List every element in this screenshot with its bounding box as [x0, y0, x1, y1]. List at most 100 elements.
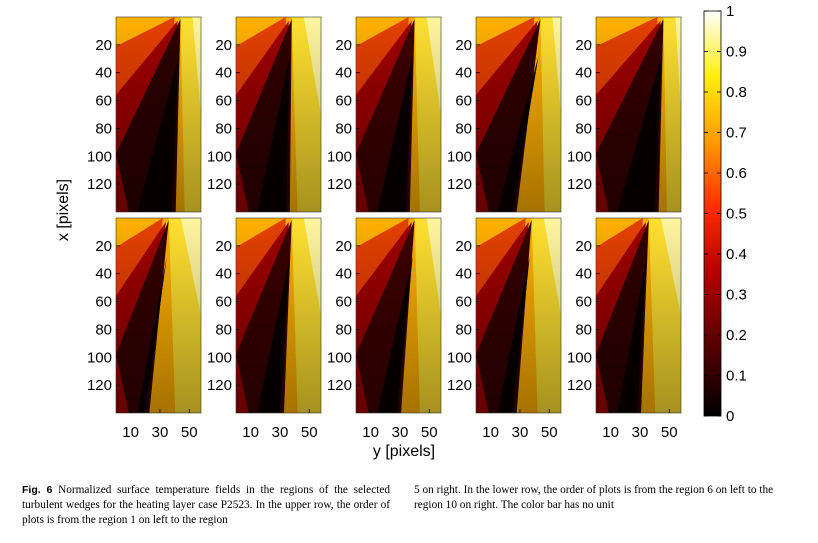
heatmap-panel-region-4: 20 40 60 80 100 120	[447, 17, 561, 212]
x-tick-label: 50	[661, 424, 678, 441]
colorbar-tick-label: 1	[726, 3, 734, 20]
y-tick-label: 80	[95, 321, 112, 338]
y-tick-label: 120	[207, 176, 232, 193]
y-tick-label: 40	[215, 65, 232, 82]
heatmap-panel-region-1: 20 40 60 80 100 120	[87, 17, 201, 212]
colorbar-tick-label: 0.1	[726, 368, 747, 385]
heatmap-panel-region-5: 20 40 60 80 100 120	[567, 17, 681, 212]
y-tick-label: 100	[567, 148, 592, 165]
figure-canvas: 2040608010012020406080100120204060801001…	[0, 0, 818, 475]
x-tick-label: 10	[122, 424, 139, 441]
x-tick-label: 30	[512, 424, 529, 441]
heatmap-panel-region-7: 20 40 60 80 100 120 10 30 50	[207, 218, 321, 441]
y-tick-label: 80	[455, 120, 472, 137]
y-tick-label: 20	[335, 238, 352, 255]
y-tick-label: 120	[447, 377, 472, 394]
caption-text-right: 5 on right. In the lower row, the order …	[414, 484, 773, 511]
y-tick-label: 100	[87, 148, 112, 165]
y-tick-label: 60	[95, 294, 112, 311]
heatmap-panel-region-2: 20 40 60 80 100 120	[207, 17, 321, 212]
y-tick-label: 100	[327, 148, 352, 165]
x-tick-label: 10	[602, 424, 619, 441]
y-tick-label: 100	[447, 349, 472, 366]
y-tick-label: 80	[215, 321, 232, 338]
y-tick-label: 20	[455, 37, 472, 54]
y-tick-label: 80	[335, 321, 352, 338]
colorbar-tick-label: 0.2	[726, 327, 747, 344]
y-tick-label: 40	[455, 266, 472, 283]
y-tick-label: 120	[447, 176, 472, 193]
y-tick-label: 120	[87, 176, 112, 193]
y-tick-label: 100	[207, 349, 232, 366]
x-axis-label: y [pixels]	[373, 443, 435, 460]
y-tick-label: 60	[575, 294, 592, 311]
y-tick-label: 100	[207, 148, 232, 165]
x-tick-label: 30	[152, 424, 169, 441]
y-tick-label: 40	[335, 266, 352, 283]
x-tick-label: 50	[541, 424, 558, 441]
caption-label: Fig. 6	[22, 484, 52, 496]
x-tick-label: 30	[632, 424, 649, 441]
y-tick-label: 80	[455, 321, 472, 338]
y-tick-label: 80	[215, 120, 232, 137]
colorbar-tick-label: 0	[726, 408, 734, 425]
y-tick-label: 80	[335, 120, 352, 137]
heatmap-panel-region-9: 20 40 60 80 100 120 10 30 50	[447, 218, 561, 441]
colorbar-tick-label: 0.5	[726, 206, 747, 223]
heatmap-panel-region-3: 20 40 60 80 100 120	[327, 17, 441, 212]
colorbar-tick-label: 0.3	[726, 287, 747, 304]
y-tick-label: 60	[335, 93, 352, 110]
y-tick-label: 60	[455, 93, 472, 110]
y-tick-label: 20	[575, 238, 592, 255]
y-tick-label: 20	[215, 37, 232, 54]
y-tick-label: 120	[327, 377, 352, 394]
y-tick-label: 40	[455, 65, 472, 82]
y-tick-label: 40	[95, 65, 112, 82]
y-tick-label: 100	[447, 148, 472, 165]
x-tick-label: 50	[421, 424, 438, 441]
y-tick-label: 120	[327, 176, 352, 193]
y-tick-label: 120	[567, 377, 592, 394]
y-tick-label: 20	[335, 37, 352, 54]
y-tick-label: 20	[215, 238, 232, 255]
y-tick-label: 60	[455, 294, 472, 311]
colorbar: 1 0.9 0.8 0.7 0.6 0.5 0.4 0.3 0.2 0.1 0	[704, 3, 747, 425]
y-tick-label: 100	[327, 349, 352, 366]
y-tick-label: 60	[215, 93, 232, 110]
x-tick-label: 10	[362, 424, 379, 441]
x-tick-label: 50	[181, 424, 198, 441]
y-tick-label: 120	[567, 176, 592, 193]
x-tick-label: 10	[242, 424, 259, 441]
y-tick-label: 20	[95, 37, 112, 54]
y-tick-label: 120	[207, 377, 232, 394]
y-tick-label: 40	[215, 266, 232, 283]
caption-text-left: Normalized surface temperature fields in…	[22, 484, 390, 526]
y-tick-label: 20	[575, 37, 592, 54]
y-tick-label: 40	[335, 65, 352, 82]
y-tick-label: 60	[575, 93, 592, 110]
colorbar-tick-label: 0.4	[726, 246, 747, 263]
y-tick-label: 100	[87, 349, 112, 366]
y-tick-label: 60	[215, 294, 232, 311]
colorbar-tick-label: 0.8	[726, 84, 747, 101]
y-tick-label: 40	[95, 266, 112, 283]
y-tick-label: 20	[455, 238, 472, 255]
caption-right-column: 5 on right. In the lower row, the order …	[414, 483, 794, 513]
y-tick-label: 80	[575, 120, 592, 137]
colorbar-tick-label: 0.7	[726, 125, 747, 142]
y-tick-label: 40	[575, 266, 592, 283]
colorbar-tick-label: 0.6	[726, 165, 747, 182]
y-axis-label: x [pixels]	[55, 179, 72, 241]
colorbar-tick-label: 0.9	[726, 44, 747, 61]
x-tick-label: 30	[392, 424, 409, 441]
caption-left-column: Fig. 6 Normalized surface temperature fi…	[22, 483, 390, 528]
x-tick-label: 30	[272, 424, 289, 441]
heatmap-panel-region-10: 20 40 60 80 100 120 10 30 50	[567, 218, 681, 441]
x-tick-label: 50	[301, 424, 318, 441]
heatmap-panel-region-6: 20 40 60 80 100 120 10 30 50	[87, 218, 201, 441]
heatmap-panel-region-8: 20 40 60 80 100 120 10 30 50	[327, 218, 441, 441]
y-tick-label: 80	[95, 120, 112, 137]
y-tick-label: 100	[567, 349, 592, 366]
y-tick-label: 120	[87, 377, 112, 394]
y-tick-label: 80	[575, 321, 592, 338]
